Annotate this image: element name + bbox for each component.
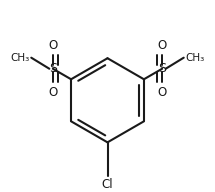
Text: S: S <box>158 62 166 75</box>
Text: S: S <box>49 62 57 75</box>
Text: O: O <box>158 39 167 52</box>
Text: CH₃: CH₃ <box>11 53 30 63</box>
Text: CH₃: CH₃ <box>185 53 204 63</box>
Text: Cl: Cl <box>102 178 113 191</box>
Text: O: O <box>158 86 167 99</box>
Text: O: O <box>48 39 57 52</box>
Text: O: O <box>48 86 57 99</box>
